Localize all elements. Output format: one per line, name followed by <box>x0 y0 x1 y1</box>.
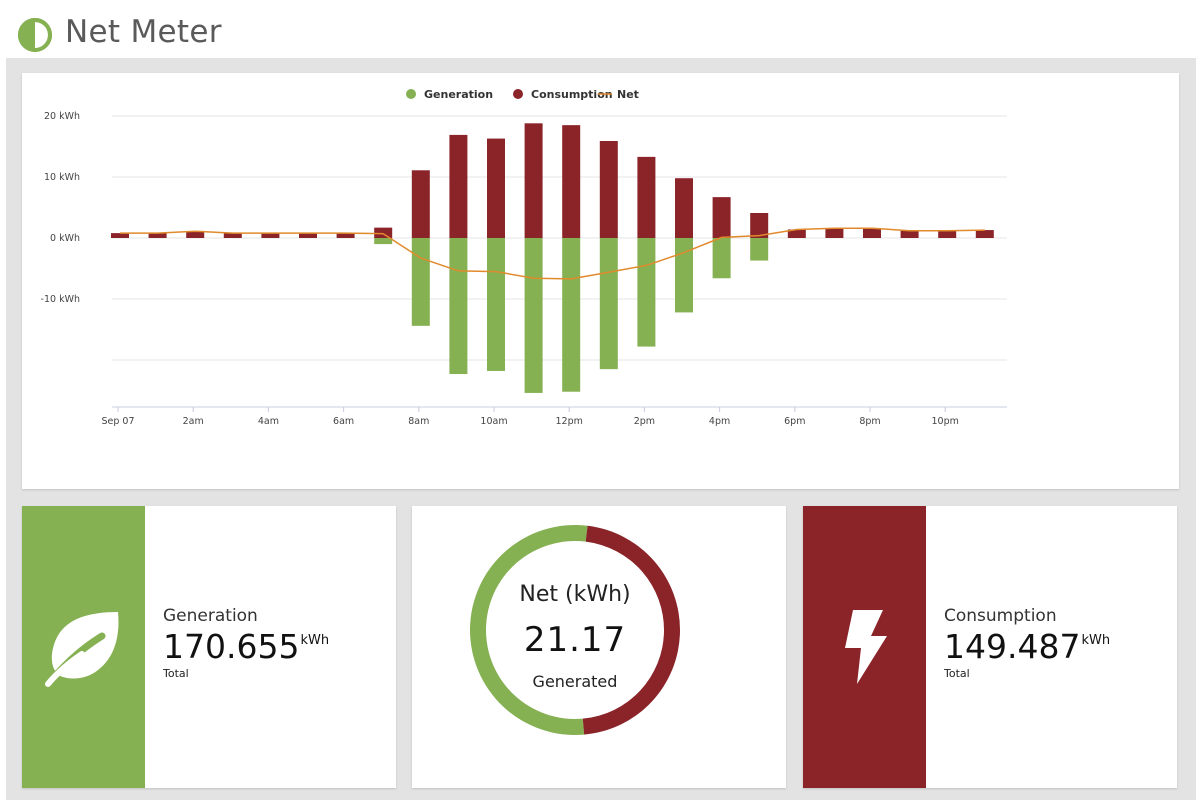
consumption-bar <box>562 125 581 238</box>
consumption-bar <box>825 228 844 238</box>
generation-bar <box>750 238 769 261</box>
generation-bar <box>524 238 543 393</box>
consumption-bar <box>524 123 543 238</box>
generation-bar <box>712 238 731 279</box>
chart-card: 20 kWh 10 kWh 0 kWh -10 kWh Sep 07 2am 4am 6am 8… <box>22 73 1179 489</box>
x-tick-label: 12pm <box>556 416 583 427</box>
consumption-bar <box>637 156 656 238</box>
net-card: Net (kWh) 21.17 Generated <box>412 506 786 788</box>
x-tick-label: 2pm <box>634 416 655 427</box>
generation-sub: Total <box>163 667 189 680</box>
generation-bar <box>637 238 656 347</box>
legend-label-generation: Generation <box>424 88 493 101</box>
generation-bar <box>599 238 618 370</box>
page-title: Net Meter <box>65 14 222 50</box>
consumption-bar <box>186 231 205 238</box>
consumption-bar <box>938 230 957 238</box>
legend-label-consumption: Consumption <box>531 88 613 101</box>
consumption-bar <box>599 141 618 238</box>
y-tick-label: 10 kWh <box>44 172 80 183</box>
legend-marker-generation <box>406 89 416 99</box>
generation-value: 170.655 <box>163 627 300 666</box>
x-tick-label: 8am <box>408 416 429 427</box>
generation-bar <box>487 238 505 371</box>
generation-bar <box>449 238 468 375</box>
legend-marker-consumption <box>513 89 523 99</box>
net-sub: Generated <box>532 672 618 691</box>
x-tick-label: 4pm <box>709 416 730 427</box>
net-title: Net (kWh) <box>519 582 631 607</box>
consumption-bar <box>261 233 280 238</box>
consumption-stats: Consumption 149.487 kWh Total <box>944 606 1110 680</box>
generation-card-side <box>22 506 145 788</box>
consumption-bar <box>336 233 355 238</box>
donut-label: Net (kWh) 21.17 Generated <box>469 524 681 736</box>
x-tick-label: 6am <box>333 416 354 427</box>
consumption-card-side <box>803 506 926 788</box>
consumption-bar <box>111 233 129 238</box>
consumption-label: Consumption <box>944 606 1057 626</box>
header: Net Meter <box>0 0 1200 58</box>
generation-bar <box>562 238 581 392</box>
lightning-bolt-icon <box>845 610 887 684</box>
y-tick-label: 0 kWh <box>50 233 80 244</box>
generation-bar <box>374 238 393 245</box>
x-tick-label: Sep 07 <box>101 416 134 427</box>
x-tick-label: 2am <box>183 416 204 427</box>
donut-generation-arc <box>469 525 588 735</box>
consumption-sub: Total <box>944 667 970 680</box>
net-value: 21.17 <box>523 620 627 660</box>
consumption-bar <box>148 233 167 238</box>
consumption-card: Consumption 149.487 kWh Total <box>803 506 1177 788</box>
net-donut-chart <box>469 525 680 735</box>
generation-bar <box>411 238 430 326</box>
generation-bar <box>675 238 693 313</box>
consumption-bar <box>975 230 994 238</box>
y-tick-label: 20 kWh <box>44 111 80 122</box>
net-line <box>120 227 985 280</box>
consumption-bar <box>487 138 505 238</box>
consumption-bar <box>223 233 242 238</box>
x-tick-label: 10am <box>480 416 507 427</box>
legend-label-net: Net <box>617 88 639 101</box>
consumption-bar <box>449 134 468 238</box>
consumption-bar <box>863 228 881 238</box>
consumption-bar <box>299 233 317 238</box>
consumption-bar <box>900 230 919 238</box>
consumption-bar <box>787 229 806 238</box>
x-tick-label: 10pm <box>932 416 959 427</box>
consumption-bar <box>374 227 393 238</box>
consumption-unit: kWh <box>1081 633 1111 648</box>
generation-unit: kWh <box>300 633 330 648</box>
consumption-bar <box>675 178 693 238</box>
x-tick-label: 8pm <box>859 416 880 427</box>
net-meter-chart: 20 kWh 10 kWh 0 kWh -10 kWh Sep 07 2am 4am 6am 8… <box>41 88 1007 427</box>
consumption-bar <box>411 170 430 238</box>
consumption-bar <box>712 197 731 238</box>
generation-label: Generation <box>163 606 258 626</box>
generation-card: Generation 170.655 kWh Total <box>22 506 396 788</box>
x-tick-label: 6pm <box>784 416 805 427</box>
generation-stats: Generation 170.655 kWh Total <box>163 606 329 680</box>
consumption-bar <box>750 212 769 238</box>
y-tick-label: -10 kWh <box>41 294 80 305</box>
x-tick-label: 4am <box>258 416 279 427</box>
donut-consumption-arc <box>582 525 680 735</box>
consumption-value: 149.487 <box>944 627 1081 666</box>
leaf-icon <box>44 612 119 688</box>
half-circle-icon <box>18 18 52 52</box>
